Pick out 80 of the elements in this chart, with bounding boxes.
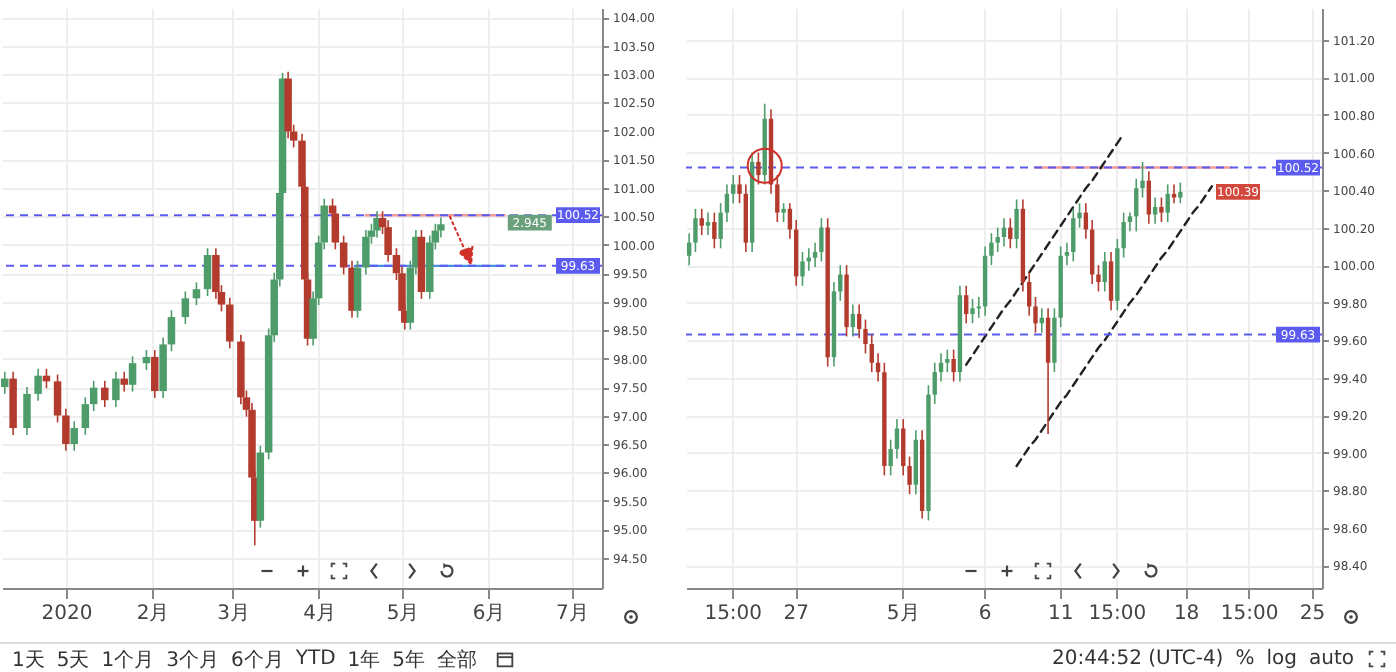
line-series <box>965 132 1125 366</box>
candlestick <box>23 386 31 436</box>
candlestick <box>192 281 201 306</box>
candlestick <box>894 418 900 460</box>
x-tick-label: 18 <box>1173 603 1200 625</box>
text: % <box>1235 648 1255 670</box>
candlestick <box>226 296 234 350</box>
candlestick <box>151 349 159 399</box>
text: 1个月 <box>101 647 155 672</box>
candlestick <box>964 285 969 325</box>
x-tick-label: 5月 <box>886 603 920 625</box>
candlestick <box>699 208 704 236</box>
candlestick <box>856 303 862 340</box>
candlestick <box>81 396 90 436</box>
text: 全部 <box>437 647 478 672</box>
text: 1年 <box>347 647 381 672</box>
x-tick-label: 2月 <box>136 603 170 625</box>
text: 20:44:52 (UTC-4) <box>1052 648 1224 670</box>
x-tick-label: 6 <box>978 603 992 625</box>
candlestick <box>339 234 348 276</box>
candlestick <box>34 368 42 402</box>
x-tick-label: 3月 <box>217 603 250 625</box>
candlestick <box>353 259 362 319</box>
candlestick <box>901 418 906 477</box>
candlestick <box>112 370 120 408</box>
candlestick <box>712 211 717 250</box>
text: YTD <box>295 648 336 670</box>
candlestick <box>819 217 824 263</box>
x-tick-label: 5月 <box>386 603 420 625</box>
text: 1天 <box>12 647 45 672</box>
x-tick-label: 7月 <box>556 603 589 625</box>
candlestick <box>62 407 70 452</box>
x-tick-label: 27 <box>783 603 809 625</box>
candlestick <box>101 380 109 408</box>
line-series <box>1015 185 1213 468</box>
candlestick <box>128 355 137 393</box>
candlestick <box>850 303 856 338</box>
text: log <box>1266 648 1297 670</box>
text: 5天 <box>56 647 90 672</box>
candlestick <box>384 219 392 263</box>
candlestick <box>1014 198 1019 250</box>
x-tick-label: 4月 <box>303 603 337 625</box>
x-tick-label: 6月 <box>472 603 506 625</box>
x-tick-label: 15:00 <box>704 603 763 625</box>
candlestick <box>1171 183 1177 205</box>
candlestick <box>181 290 190 325</box>
candlestick <box>362 229 370 276</box>
candlestick <box>1159 196 1164 223</box>
candlestick <box>1102 251 1107 293</box>
candlestick <box>203 247 212 297</box>
x-tick-label: 25 <box>1299 603 1326 625</box>
candlestick <box>1165 183 1170 223</box>
x-tick-label: 15:00 <box>1088 603 1147 625</box>
x-tick-label: 15:00 <box>1220 603 1279 625</box>
x-tick-label: 2020 <box>41 603 93 625</box>
text: 3个月 <box>166 647 219 672</box>
candlestick <box>1008 217 1013 250</box>
candlestick <box>89 380 98 412</box>
candlestick <box>70 420 78 452</box>
candlestick <box>970 298 975 325</box>
text: 6个月 <box>231 647 284 672</box>
candlestick <box>781 202 786 223</box>
candlestick <box>1178 181 1183 205</box>
candlestick <box>951 348 956 383</box>
text: 5年 <box>392 647 426 672</box>
candlestick <box>167 309 176 353</box>
candlestick <box>159 336 167 399</box>
text: auto <box>1308 648 1354 670</box>
candlestick <box>1071 208 1076 263</box>
candlestick <box>705 211 711 236</box>
candlestick <box>1 370 9 395</box>
candlestick <box>1134 178 1139 233</box>
x-tick-label: 11 <box>1047 603 1074 625</box>
candlestick <box>756 151 761 186</box>
candlestick <box>120 370 128 393</box>
candlestick <box>1045 307 1051 435</box>
candlestick <box>53 373 62 424</box>
candlestick <box>1108 251 1114 311</box>
candlestick <box>913 429 919 495</box>
candlestick <box>800 251 805 287</box>
